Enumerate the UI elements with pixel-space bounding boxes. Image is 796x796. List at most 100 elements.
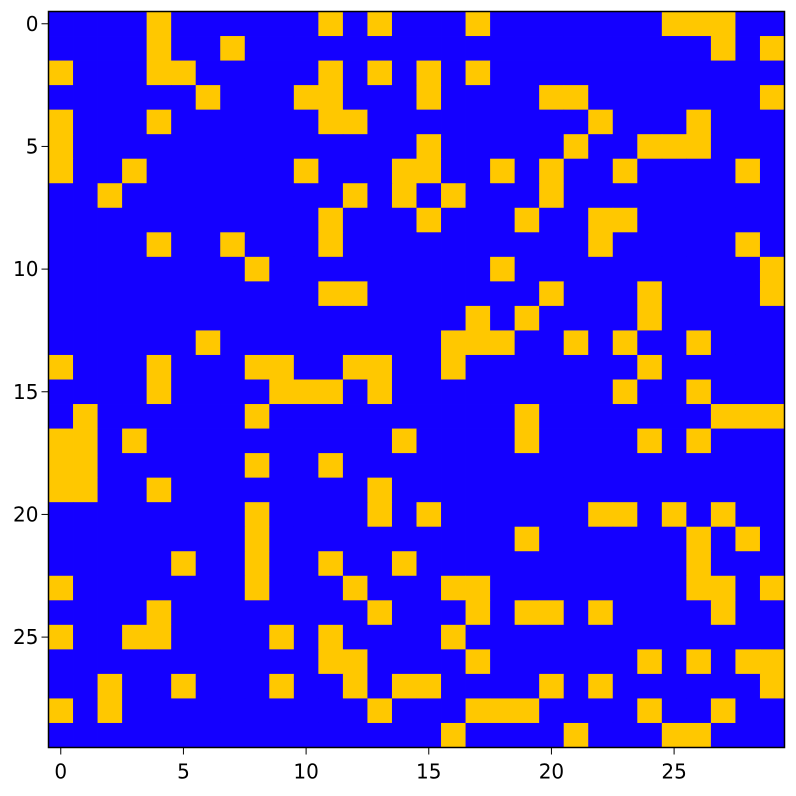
heatmap-cell — [661, 109, 687, 135]
heatmap-cell — [244, 60, 270, 86]
heatmap-cell — [269, 379, 295, 405]
heatmap-cell — [73, 281, 98, 307]
heatmap-cell — [318, 183, 344, 209]
heatmap-cell — [612, 600, 638, 626]
heatmap-cell — [661, 624, 687, 650]
heatmap-cell — [612, 649, 638, 675]
heatmap-cell — [588, 453, 614, 479]
heatmap-cell — [220, 232, 246, 258]
heatmap-cell — [490, 60, 516, 86]
heatmap-cell — [759, 551, 785, 577]
heatmap-cell — [416, 698, 442, 724]
heatmap-cell — [269, 36, 295, 61]
heatmap-cell — [686, 60, 712, 86]
heatmap-cell — [195, 281, 221, 307]
heatmap-cell — [293, 624, 319, 650]
heatmap-cell — [244, 649, 270, 675]
heatmap-cell — [342, 85, 368, 111]
heatmap-cell — [637, 404, 663, 429]
heatmap-cell — [146, 600, 172, 626]
heatmap-cell — [97, 698, 123, 724]
heatmap-cell — [563, 502, 589, 528]
heatmap-cell — [563, 673, 589, 699]
heatmap-cell — [710, 673, 736, 699]
heatmap-cell — [588, 158, 614, 184]
heatmap-cell — [367, 600, 393, 626]
heatmap-cell — [220, 256, 246, 282]
heatmap-cell — [490, 158, 516, 184]
heatmap-cell — [73, 698, 98, 724]
heatmap-cell — [367, 698, 393, 724]
heatmap-cell — [661, 698, 687, 724]
heatmap-cell — [391, 109, 417, 135]
heatmap-cell — [490, 36, 516, 61]
heatmap-cell — [318, 60, 344, 86]
heatmap-cell — [637, 207, 663, 233]
heatmap-cell — [171, 698, 197, 724]
heatmap-cell — [514, 673, 540, 699]
heatmap-cell — [661, 256, 687, 282]
heatmap-cell — [171, 256, 197, 282]
heatmap-cell — [441, 330, 466, 356]
heatmap-cell — [48, 428, 74, 454]
heatmap-cell — [637, 281, 663, 307]
heatmap-cell — [195, 134, 221, 160]
heatmap-cell — [97, 404, 123, 429]
heatmap-cell — [269, 305, 295, 331]
heatmap-cell — [97, 502, 123, 528]
heatmap-cell — [490, 330, 516, 356]
heatmap-cell — [342, 404, 368, 429]
heatmap-cell — [195, 11, 221, 37]
heatmap-cell — [269, 551, 295, 577]
heatmap-cell — [220, 85, 246, 111]
heatmap-cell — [416, 575, 442, 601]
heatmap-cell — [441, 698, 466, 724]
heatmap-cell — [539, 722, 565, 748]
heatmap-cell — [293, 649, 319, 675]
heatmap-cell — [220, 305, 246, 331]
heatmap-cell — [195, 256, 221, 282]
heatmap-cell — [391, 36, 417, 61]
heatmap-cell — [490, 698, 516, 724]
heatmap-cell — [759, 354, 785, 380]
heatmap-cell — [97, 281, 123, 307]
heatmap-cell — [490, 305, 516, 331]
heatmap-cell — [244, 354, 270, 380]
heatmap-cell — [73, 600, 98, 626]
heatmap-cell — [539, 60, 565, 86]
heatmap-cell — [735, 551, 761, 577]
heatmap-cell — [97, 207, 123, 233]
heatmap-cell — [367, 281, 393, 307]
heatmap-cell — [588, 134, 614, 160]
heatmap-cell — [293, 477, 319, 503]
heatmap-cell — [416, 502, 442, 528]
heatmap-cell — [122, 575, 148, 601]
heatmap-cell — [122, 722, 148, 748]
heatmap-cell — [195, 624, 221, 650]
heatmap-cell — [391, 305, 417, 331]
y-tick-label: 0 — [26, 12, 39, 36]
heatmap-cell — [661, 11, 687, 37]
heatmap-cell — [146, 379, 172, 405]
heatmap-cell — [661, 575, 687, 601]
heatmap-cell — [588, 404, 614, 429]
heatmap-cell — [686, 575, 712, 601]
heatmap-cell — [465, 256, 491, 282]
heatmap-cell — [637, 379, 663, 405]
heatmap-cell — [146, 134, 172, 160]
heatmap-cell — [735, 624, 761, 650]
heatmap-cell — [146, 404, 172, 429]
heatmap-cell — [97, 551, 123, 577]
x-tick-label: 20 — [539, 760, 564, 784]
heatmap-cell — [73, 109, 98, 135]
heatmap-cell — [48, 502, 74, 528]
heatmap-cell — [710, 183, 736, 209]
heatmap-cell — [563, 134, 589, 160]
heatmap-cell — [588, 722, 614, 748]
heatmap-cell — [686, 11, 712, 37]
heatmap-cell — [244, 428, 270, 454]
heatmap-cell — [661, 551, 687, 577]
heatmap-cell — [220, 109, 246, 135]
heatmap-cell — [97, 453, 123, 479]
heatmap-cell — [441, 502, 466, 528]
